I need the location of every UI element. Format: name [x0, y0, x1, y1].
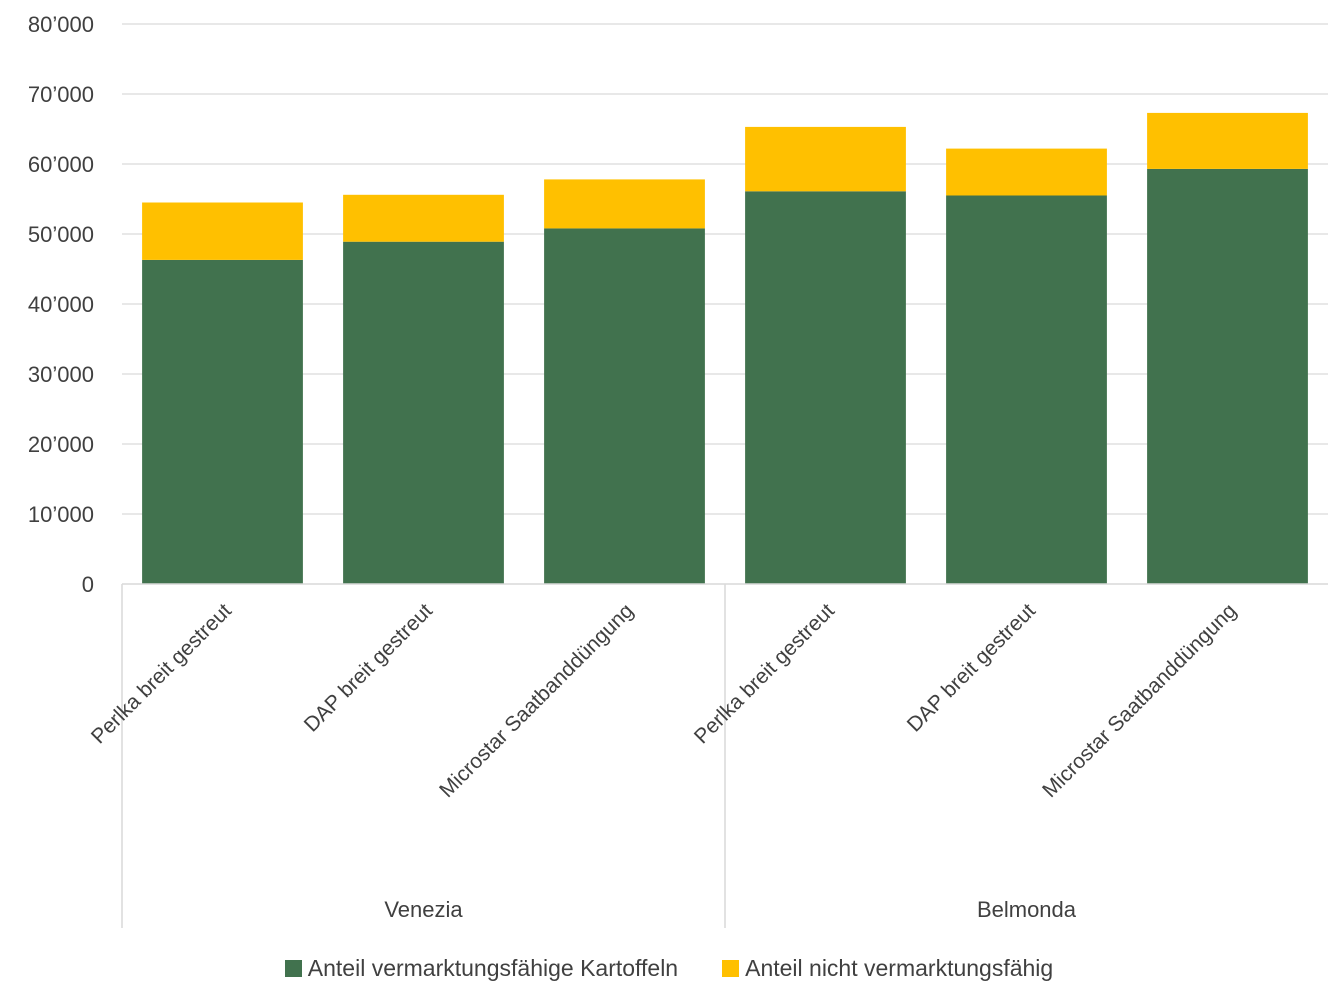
y-tick-label: 70’000 [28, 82, 94, 107]
y-tick-label: 60’000 [28, 152, 94, 177]
x-tick-label: Microstar Saatbanddüngung [1038, 599, 1241, 802]
bar-marketable [946, 195, 1107, 584]
bar-non-marketable [343, 194, 504, 242]
x-tick-label: DAP breit gestreut [903, 599, 1040, 736]
legend-label-non-marketable: Anteil nicht vermarktungsfähig [745, 955, 1054, 981]
y-tick-label: 20’000 [28, 432, 94, 457]
bar-marketable [1147, 168, 1308, 584]
bar-marketable [142, 259, 303, 584]
y-tick-label: 0 [82, 572, 94, 597]
bar-marketable [544, 228, 705, 584]
y-tick-label: 50’000 [28, 222, 94, 247]
legend-swatch-marketable [284, 960, 302, 977]
x-tick-label: DAP breit gestreut [300, 599, 437, 736]
legend-item-non-marketable: Anteil nicht vermarktungsfähig [722, 955, 1053, 982]
y-tick-label: 10’000 [28, 502, 94, 527]
x-tick-label: Microstar Saatbanddüngung [435, 599, 638, 802]
bar-marketable [343, 241, 504, 584]
bar-non-marketable [745, 126, 906, 192]
gridlines [122, 23, 1328, 515]
legend-item-marketable: Anteil vermarktungsfähige Kartoffeln [284, 955, 679, 982]
x-tick-label: Perlka breit gestreut [690, 599, 839, 748]
group-label: Venezia [384, 897, 463, 922]
group-label: Belmonda [977, 897, 1077, 922]
y-tick-label: 30’000 [28, 362, 94, 387]
bars [142, 112, 1308, 585]
y-axis-labels: 0 10’000 20’000 30’000 40’000 50’000 60’000 70’… [28, 12, 94, 597]
x-axis [121, 583, 1328, 928]
bar-marketable [745, 191, 906, 585]
legend-swatch-non-marketable [722, 960, 740, 977]
y-tick-label: 80’000 [28, 12, 94, 37]
legend: Anteil vermarktungsfähige Kartoffeln Ant… [0, 955, 1338, 982]
bar-non-marketable [142, 202, 303, 260]
legend-label-marketable: Anteil vermarktungsfähige Kartoffeln [307, 955, 679, 981]
bar-non-marketable [544, 179, 705, 229]
x-tick-label: Perlka breit gestreut [87, 599, 236, 748]
bar-non-marketable [1147, 112, 1308, 169]
y-tick-label: 40’000 [28, 292, 94, 317]
bar-non-marketable [946, 148, 1107, 196]
category-labels: Perlka breit gestreut DAP breit gestreutM… [87, 599, 1241, 922]
